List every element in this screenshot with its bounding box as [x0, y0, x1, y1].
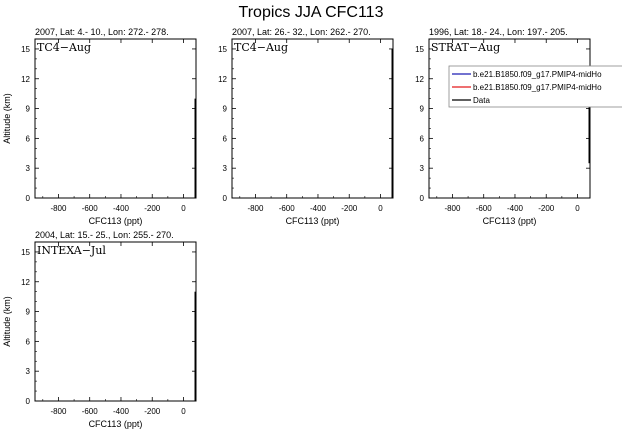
x-tick-label: -600	[82, 204, 99, 213]
y-tick-label: 0	[26, 397, 31, 406]
campaign-label: TC4−Aug	[234, 41, 288, 54]
panel-title: 1996, Lat: 18.- 24., Lon: 197.- 205.	[429, 27, 568, 37]
x-tick-label: -600	[476, 204, 493, 213]
y-tick-label: 15	[21, 248, 30, 257]
y-tick-label: 15	[21, 45, 30, 54]
panel-title: 2007, Lat: 4.- 10., Lon: 272.- 278.	[35, 27, 169, 37]
legend-entry-label: b.e21.B1850.f09_g17.PMIP4-midHo	[473, 70, 602, 79]
x-tick-label: 0	[575, 204, 580, 213]
chart-panel-4: 2004, Lat: 15.- 25., Lon: 255.- 270. INTE…	[2, 230, 197, 429]
x-tick-label: -200	[144, 407, 161, 416]
y-tick-label: 0	[420, 194, 425, 203]
plot-frame	[231, 38, 394, 199]
x-tick-label: -200	[538, 204, 555, 213]
y-tick-label: 3	[223, 164, 228, 173]
x-axis-label: CFC113 (ppt)	[89, 419, 143, 429]
x-axis-label: CFC113 (ppt)	[286, 216, 340, 226]
plot-frame	[34, 38, 197, 199]
y-tick-label: 6	[420, 134, 425, 143]
x-tick-label: -800	[50, 204, 67, 213]
y-tick-label: 9	[26, 105, 31, 114]
plot-frame	[34, 241, 197, 402]
y-tick-label: 6	[223, 134, 228, 143]
x-tick-label: -600	[82, 407, 99, 416]
x-tick-label: 0	[181, 204, 186, 213]
x-tick-label: -800	[444, 204, 461, 213]
y-tick-label: 15	[218, 45, 227, 54]
panel-title: 2004, Lat: 15.- 25., Lon: 255.- 270.	[35, 230, 174, 240]
y-axis-label: Altitude (km)	[2, 93, 12, 144]
chart-panel-3: 1996, Lat: 18.- 24., Lon: 197.- 205. STRA…	[415, 27, 591, 226]
y-tick-label: 6	[26, 134, 31, 143]
x-axis-label: CFC113 (ppt)	[89, 216, 143, 226]
y-tick-label: 12	[218, 75, 227, 84]
x-tick-label: -400	[310, 204, 327, 213]
legend-box	[448, 65, 622, 108]
panels: 2007, Lat: 4.- 10., Lon: 272.- 278. TC4−A…	[2, 27, 591, 429]
x-tick-label: 0	[378, 204, 383, 213]
y-tick-label: 15	[415, 45, 424, 54]
y-tick-label: 12	[21, 278, 30, 287]
chart-panel-1: 2007, Lat: 4.- 10., Lon: 272.- 278. TC4−A…	[2, 27, 197, 226]
y-tick-label: 3	[26, 367, 31, 376]
x-tick-label: -800	[50, 407, 67, 416]
y-tick-label: 9	[223, 105, 228, 114]
x-axis-label: CFC113 (ppt)	[483, 216, 537, 226]
y-tick-label: 12	[21, 75, 30, 84]
y-tick-label: 6	[26, 337, 31, 346]
x-tick-label: -200	[144, 204, 161, 213]
y-tick-label: 9	[26, 308, 31, 317]
legend-entry-label: b.e21.B1850.f09_g17.PMIP4-midHo	[473, 83, 602, 92]
x-tick-label: -600	[279, 204, 296, 213]
campaign-label: TC4−Aug	[37, 41, 91, 54]
legend: b.e21.B1850.f09_g17.PMIP4-midHo b.e21.B18…	[448, 65, 622, 108]
figure-title: Tropics JJA CFC113	[239, 4, 384, 21]
y-tick-label: 12	[415, 75, 424, 84]
y-tick-label: 3	[26, 164, 31, 173]
y-tick-label: 0	[26, 194, 31, 203]
y-tick-label: 0	[223, 194, 228, 203]
plot-frame	[428, 38, 591, 199]
campaign-label: INTEXA−Jul	[37, 244, 106, 257]
campaign-label: STRAT−Aug	[431, 41, 500, 54]
x-tick-label: -400	[113, 204, 130, 213]
y-axis-label: Altitude (km)	[2, 296, 12, 347]
chart-panel-2: 2007, Lat: 26.- 32., Lon: 262.- 270. TC4−…	[218, 27, 394, 226]
x-tick-label: -400	[507, 204, 524, 213]
x-tick-label: -200	[341, 204, 358, 213]
legend-entry-label: Data	[473, 96, 490, 105]
x-tick-label: 0	[181, 407, 186, 416]
y-tick-label: 9	[420, 105, 425, 114]
x-tick-label: -400	[113, 407, 130, 416]
x-tick-label: -800	[247, 204, 264, 213]
panel-title: 2007, Lat: 26.- 32., Lon: 262.- 270.	[232, 27, 371, 37]
y-tick-label: 3	[420, 164, 425, 173]
